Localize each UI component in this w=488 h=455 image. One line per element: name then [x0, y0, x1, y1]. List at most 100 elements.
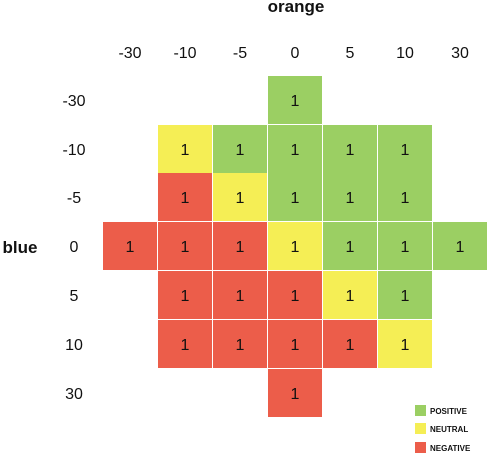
heatmap-cell-rect: [268, 222, 322, 270]
x-tick-label: 0: [291, 45, 300, 62]
y-tick-label: 10: [65, 337, 83, 354]
legend-label: POSITIVE: [430, 407, 468, 416]
heatmap-cell-rect: [268, 369, 322, 417]
heatmap-cell: 1: [268, 369, 322, 417]
heatmap-cell-rect: [268, 125, 322, 173]
legend: POSITIVE NEUTRAL NEGATIVE: [415, 405, 471, 453]
legend-item-negative: NEGATIVE: [415, 442, 471, 453]
heatmap-cell-rect: [158, 222, 212, 270]
legend-item-neutral: NEUTRAL: [415, 423, 468, 434]
heatmap-cell: 1: [213, 222, 267, 270]
heatmap-cell: 1: [378, 271, 432, 319]
heatmap-cell-label: 1: [181, 190, 190, 207]
x-tick-label: -30: [118, 45, 141, 62]
heatmap-cell-label: 1: [346, 190, 355, 207]
heatmap-cell-label: 1: [291, 337, 300, 354]
heatmap-cell: 1: [323, 320, 377, 368]
heatmap-cell-rect: [213, 125, 267, 173]
x-tick-label: 10: [396, 45, 414, 62]
heatmap-cell: 1: [268, 173, 322, 221]
heatmap-cell-rect: [268, 173, 322, 221]
heatmap-cell: 1: [158, 173, 212, 221]
heatmap-cell-label: 1: [236, 190, 245, 207]
heatmap-cell-rect: [378, 271, 432, 319]
x-tick-label: -5: [233, 45, 247, 62]
heatmap-cell-label: 1: [236, 288, 245, 305]
heatmap-cell-label: 1: [401, 190, 410, 207]
heatmap-cell-label: 1: [401, 288, 410, 305]
heatmap-cell-label: 1: [401, 337, 410, 354]
heatmap-cell: 1: [158, 271, 212, 319]
y-tick-label: -30: [62, 93, 85, 110]
heatmap-cell-rect: [158, 271, 212, 319]
x-tick-label: 5: [346, 45, 355, 62]
legend-swatch: [415, 423, 426, 434]
heatmap-cell-label: 1: [291, 142, 300, 159]
heatmap-cell-rect: [323, 173, 377, 221]
heatmap-cell: 1: [323, 271, 377, 319]
heatmap-cell: 1: [378, 173, 432, 221]
heatmap-cell-label: 1: [291, 190, 300, 207]
heatmap-cells: 1 1 1 1 1 1 1 1 1 1 1 1 1 1 1 1 1 1 1 1 1 1 1 1 1 1 1 1 1: [103, 76, 487, 417]
heatmap-cell-rect: [213, 222, 267, 270]
heatmap-cell: 1: [378, 320, 432, 368]
heatmap-cell: 1: [268, 271, 322, 319]
heatmap-cell: 1: [378, 125, 432, 173]
heatmap-cell-rect: [268, 320, 322, 368]
heatmap-cell-rect: [213, 173, 267, 221]
heatmap-cell-rect: [213, 320, 267, 368]
heatmap-cell: 1: [213, 173, 267, 221]
legend-label: NEGATIVE: [430, 444, 471, 453]
heatmap-cell-rect: [433, 222, 487, 270]
legend-swatch: [415, 442, 426, 453]
heatmap-cell-rect: [323, 320, 377, 368]
y-axis-title: blue: [3, 238, 38, 257]
heatmap-cell-label: 1: [346, 337, 355, 354]
heatmap-cell: 1: [158, 320, 212, 368]
heatmap-cell-label: 1: [346, 142, 355, 159]
heatmap-cell-label: 1: [236, 337, 245, 354]
heatmap-cell-label: 1: [346, 239, 355, 256]
heatmap-cell: 1: [268, 320, 322, 368]
y-tick-label: -10: [62, 142, 85, 159]
heatmap-cell-label: 1: [236, 142, 245, 159]
heatmap-cell: 1: [268, 222, 322, 270]
heatmap-cell-rect: [268, 76, 322, 124]
heatmap-cell-rect: [158, 173, 212, 221]
heatmap-cell-label: 1: [236, 239, 245, 256]
heatmap-cell-rect: [323, 271, 377, 319]
heatmap-cell-rect: [378, 222, 432, 270]
heatmap-cell-label: 1: [346, 288, 355, 305]
heatmap-cell: 1: [213, 320, 267, 368]
heatmap-cell-label: 1: [291, 239, 300, 256]
heatmap-cell: 1: [158, 222, 212, 270]
heatmap-cell: 1: [378, 222, 432, 270]
heatmap-cell: 1: [213, 271, 267, 319]
heatmap-cell: 1: [433, 222, 487, 270]
x-tick-labels: -30 -10 -5 0 5 10 30: [118, 45, 469, 62]
heatmap-cell: 1: [323, 125, 377, 173]
heatmap-cell-rect: [268, 271, 322, 319]
y-tick-label: 30: [65, 386, 83, 403]
heatmap-cell-rect: [378, 320, 432, 368]
heatmap-cell: 1: [268, 125, 322, 173]
heatmap-cell-rect: [378, 125, 432, 173]
heatmap-cell: 1: [213, 125, 267, 173]
legend-item-positive: POSITIVE: [415, 405, 468, 416]
heatmap-cell: 1: [268, 76, 322, 124]
heatmap-cell-label: 1: [401, 142, 410, 159]
heatmap-cell-label: 1: [181, 337, 190, 354]
heatmap-cell-rect: [323, 222, 377, 270]
x-axis-title: orange: [268, 0, 325, 16]
heatmap-cell-rect: [323, 125, 377, 173]
x-tick-label: -10: [173, 45, 196, 62]
heatmap-cell-label: 1: [291, 288, 300, 305]
heatmap-cell-label: 1: [291, 93, 300, 110]
x-tick-label: 30: [451, 45, 469, 62]
y-tick-label: 5: [70, 288, 79, 305]
heatmap-cell-label: 1: [126, 239, 135, 256]
heatmap-cell-rect: [103, 222, 157, 270]
heatmap-cell: 1: [103, 222, 157, 270]
heatmap-cell-rect: [378, 173, 432, 221]
